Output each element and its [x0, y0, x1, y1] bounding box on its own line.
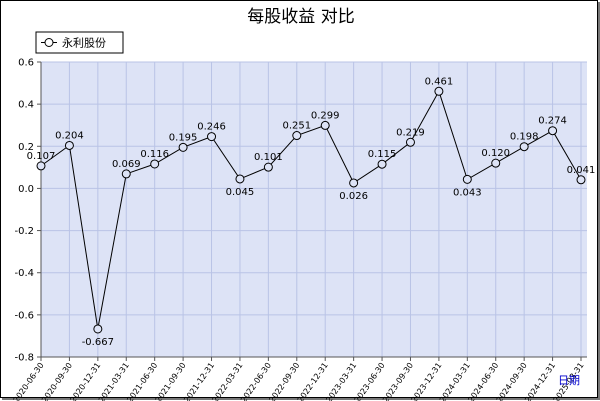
data-point: [207, 132, 217, 142]
data-point: [64, 140, 74, 150]
data-point: [263, 162, 273, 172]
data-point: [548, 126, 558, 136]
data-label: 0.246: [197, 122, 226, 133]
x-tick-label: 2021-06-30: [125, 361, 159, 401]
y-tick-label: -0.2: [14, 226, 34, 237]
data-label: 0.041: [567, 165, 596, 176]
y-tick-labels: 0.6 0.4 0.2 0.0 -0.2 -0.4 -0.6 -0.8: [14, 58, 41, 364]
y-tick-label: 0.6: [18, 58, 34, 69]
data-label: 0.101: [254, 152, 283, 163]
data-label: 0.045: [226, 187, 255, 198]
chart-title: 每股收益 对比: [247, 7, 354, 27]
x-tick-label: 2020-06-30: [12, 361, 46, 401]
data-point: [462, 174, 472, 184]
x-tick-label: 2020-12-31: [68, 361, 102, 401]
data-label: 0.043: [453, 187, 482, 198]
data-label: 0.299: [311, 110, 340, 121]
x-tick-label: 2022-12-31: [296, 361, 330, 401]
y-tick-label: -0.6: [14, 310, 34, 321]
x-tick-label: 2023-03-31: [324, 361, 358, 401]
data-label: 0.069: [112, 159, 141, 170]
x-tick-label: 2023-06-30: [353, 361, 387, 401]
y-tick-label: 0.2: [18, 142, 34, 153]
x-tick-label: 2024-09-30: [495, 361, 529, 401]
data-label: 0.120: [481, 148, 510, 159]
x-tick-label: 2023-09-30: [381, 361, 415, 401]
data-point: [121, 169, 131, 179]
data-points: [36, 86, 586, 334]
data-point: [235, 174, 245, 184]
data-point: [377, 159, 387, 169]
x-tick-label: 2024-06-30: [466, 361, 500, 401]
data-point: [349, 178, 359, 188]
data-point: [178, 142, 188, 152]
data-label: 0.461: [425, 76, 454, 87]
y-tick-label: 0.0: [18, 184, 34, 195]
x-tick-label: 2020-09-30: [40, 361, 74, 401]
data-point: [576, 175, 586, 185]
x-axis-label: 日期: [558, 374, 580, 387]
series-line: [40, 90, 582, 330]
data-point: [150, 159, 160, 169]
data-label: 0.219: [396, 127, 425, 138]
data-point: [320, 120, 330, 130]
grid-lines: [40, 61, 587, 358]
data-point: [405, 137, 415, 147]
data-label: 0.107: [27, 151, 56, 162]
x-tick-label: 2024-12-31: [523, 361, 557, 401]
data-point: [491, 158, 501, 168]
data-label: 0.195: [169, 132, 198, 143]
legend-box: [35, 31, 124, 54]
x-tick-label: 2021-12-31: [182, 361, 216, 401]
y-tick-label: -0.4: [14, 268, 34, 279]
x-tick-label: 2021-09-30: [154, 361, 188, 401]
data-point: [292, 131, 302, 141]
data-label: 0.204: [55, 130, 84, 141]
y-tick-label: 0.4: [18, 100, 34, 111]
legend: 永利股份: [35, 31, 124, 54]
data-point: [93, 324, 103, 334]
legend-marker-icon: [44, 38, 54, 47]
data-label: 0.116: [140, 149, 169, 160]
x-tick-label: 2024-03-31: [438, 361, 472, 401]
x-tick-label: 2022-03-31: [211, 361, 245, 401]
x-tick-label: 2022-06-30: [239, 361, 273, 401]
data-label: 0.026: [339, 191, 368, 202]
data-point: [519, 142, 529, 152]
data-label: 0.115: [368, 149, 397, 160]
x-tick-label: 2021-03-31: [97, 361, 131, 401]
data-point: [36, 161, 46, 171]
data-point: [434, 86, 444, 96]
data-label: 0.274: [538, 116, 567, 127]
plot-area: [41, 62, 587, 357]
x-tick-labels: 2020-06-302020-09-302020-12-312021-03-31…: [12, 357, 586, 401]
legend-label: 永利股份: [62, 36, 106, 50]
x-tick-label: 2022-09-30: [267, 361, 301, 401]
data-label: 0.251: [282, 121, 311, 132]
data-label: -0.667: [82, 337, 114, 348]
y-tick-label: -0.8: [14, 353, 34, 364]
x-tick-label: 2023-12-31: [409, 361, 443, 401]
data-label: 0.198: [510, 132, 539, 143]
